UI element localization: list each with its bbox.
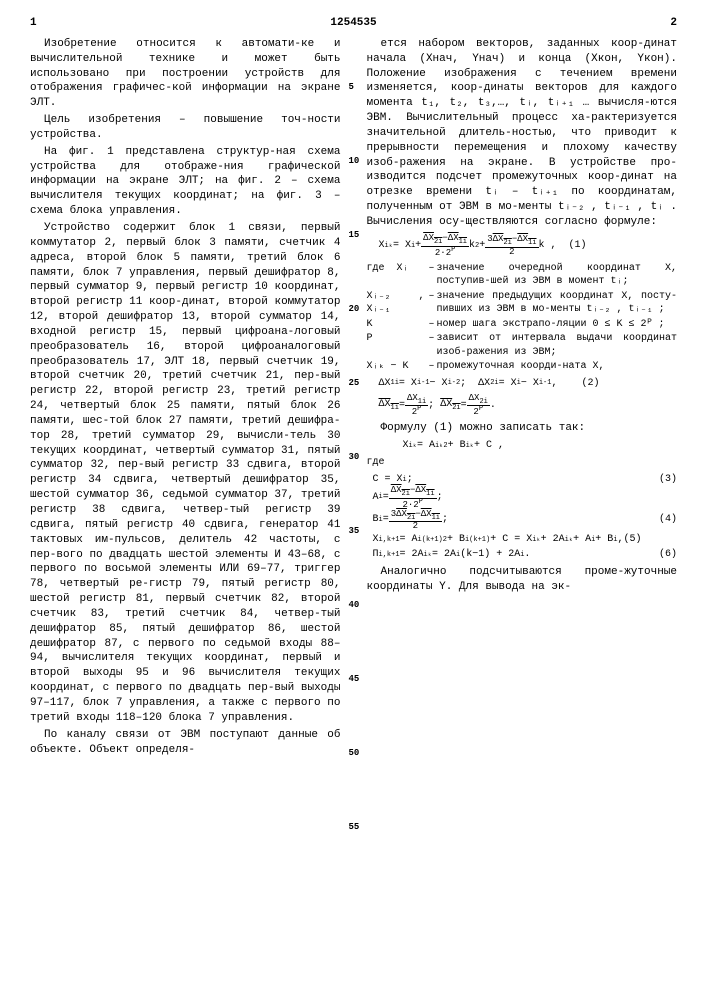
formula-expr: ΔX1i = ΔX1i2P ; ΔX2i = ΔX2i2P .: [367, 394, 678, 418]
line-num: 10: [349, 155, 360, 167]
where-sym: Xᵢ: [397, 263, 409, 274]
eq-num: (2): [581, 378, 599, 390]
where-sym: Xᵢₖ − K: [367, 360, 429, 374]
paragraph: На фиг. 1 представлена структур-ная схем…: [30, 145, 341, 219]
formula-expr: Πi,k+1 = 2Aiₖ = 2Ai(k−1) + 2Ai . (6): [367, 549, 678, 561]
page-right-num: 2: [670, 16, 677, 31]
line-number-gutter: 5 10 15 20 25 30 35 40 45 50 55: [349, 37, 359, 760]
line-num: 5: [349, 81, 354, 93]
paragraph: Аналогично подсчитываются проме-жуточные…: [367, 565, 678, 595]
page-left-num: 1: [30, 16, 37, 31]
line-num: 15: [349, 229, 360, 241]
line-num: 50: [349, 747, 360, 759]
where-txt: зависит от интервала выдачи координат из…: [437, 332, 678, 359]
line-num: 25: [349, 377, 360, 389]
patent-number: 1254535: [330, 16, 376, 31]
paragraph: ется набором векторов, заданных коор-дин…: [367, 37, 678, 230]
paragraph: Цель изобретения – повышение точ-ности у…: [30, 113, 341, 143]
formula-expr: C = Xi ; (3): [367, 474, 678, 486]
where-row: P – зависит от интервала выдачи координа…: [367, 332, 678, 359]
where-row: Xᵢₖ − K – промежуточная коорди-ната X,: [367, 360, 678, 374]
right-column: ется набором векторов, заданных коор-дин…: [367, 37, 678, 760]
where-block-1: где Xᵢ – значение очередной координат X,…: [367, 262, 678, 374]
line-num: 45: [349, 673, 360, 685]
where-label: где: [367, 457, 385, 468]
where-row: где Xᵢ – значение очередной координат X,…: [367, 262, 678, 289]
paragraph: Изобретение относится к автомати-ке и вы…: [30, 37, 341, 111]
formula-1: Xiₖ = Xi + ΔX2i−ΔX1i2·2P k2+ 3ΔX2i−ΔX1i2…: [367, 234, 678, 258]
where-row: Xᵢ₋₂ , Xᵢ₋₁ – значение предыдущих коорди…: [367, 290, 678, 317]
eq-num: (4): [659, 514, 677, 526]
line-num: 40: [349, 599, 360, 611]
where-sym: K: [367, 318, 429, 332]
formula-3-6: C = Xi ; (3) Ai = ΔX2i−ΔX1i2·2P ; Bi = 3…: [367, 474, 678, 562]
line-num: 35: [349, 525, 360, 537]
where-sym: P: [367, 332, 429, 359]
line-num: 30: [349, 451, 360, 463]
where-txt: промежуточная коорди-ната X,: [437, 360, 678, 374]
where-txt: значение очередной координат X, поступив…: [437, 262, 678, 289]
line-num: 55: [349, 821, 360, 833]
eq-num: (5): [624, 534, 642, 546]
formula-expr: Xiₖ = Aiₖ2 + Biₖ + C ,: [367, 440, 678, 452]
where-txt: номер шага экстрапо-ляции 0 ≤ K ≤ 2ᴾ ;: [437, 318, 678, 332]
formula-expr: Xi,k+1 = Ai(k+1)2 + Bi(k+1) + C = Xiₖ + …: [367, 534, 678, 546]
line-num: 20: [349, 303, 360, 315]
formula-expr: Bi = 3ΔX2i−ΔX1i2 ; (4): [367, 510, 678, 532]
page-header: 1 1254535 2: [30, 16, 677, 31]
two-column-layout: Изобретение относится к автомати-ке и вы…: [30, 37, 677, 760]
where-txt: значение предыдущих координат X, посту-п…: [437, 290, 678, 317]
where-row: K – номер шага экстрапо-ляции 0 ≤ K ≤ 2ᴾ…: [367, 318, 678, 332]
where-sym: Xᵢ₋₂ , Xᵢ₋₁: [367, 290, 429, 317]
eq-num: (6): [659, 549, 677, 561]
paragraph: По каналу связи от ЭВМ поступают данные …: [30, 728, 341, 758]
formula-expr: Xiₖ = Xi + ΔX2i−ΔX1i2·2P k2+ 3ΔX2i−ΔX1i2…: [367, 234, 678, 258]
left-column: Изобретение относится к автомати-ке и вы…: [30, 37, 341, 760]
formula-expr: Ai = ΔX2i−ΔX1i2·2P ;: [367, 486, 678, 510]
paragraph: Формулу (1) можно записать так:: [367, 421, 678, 436]
eq-num: (3): [659, 474, 677, 486]
page-root: 1 1254535 2 Изобретение относится к авто…: [0, 0, 707, 779]
formula-expr: ΔX1i = Xi-1 − Xi-2 ; ΔX2i = Xi − Xi-1 , …: [367, 378, 678, 390]
formula-2: ΔX1i = Xi-1 − Xi-2 ; ΔX2i = Xi − Xi-1 , …: [367, 378, 678, 418]
formula-reduced: Xiₖ = Aiₖ2 + Biₖ + C ,: [367, 440, 678, 452]
eq-num: (1): [569, 240, 587, 252]
paragraph: Устройство содержит блок 1 связи, первый…: [30, 221, 341, 726]
where-block-2: где: [367, 456, 678, 470]
